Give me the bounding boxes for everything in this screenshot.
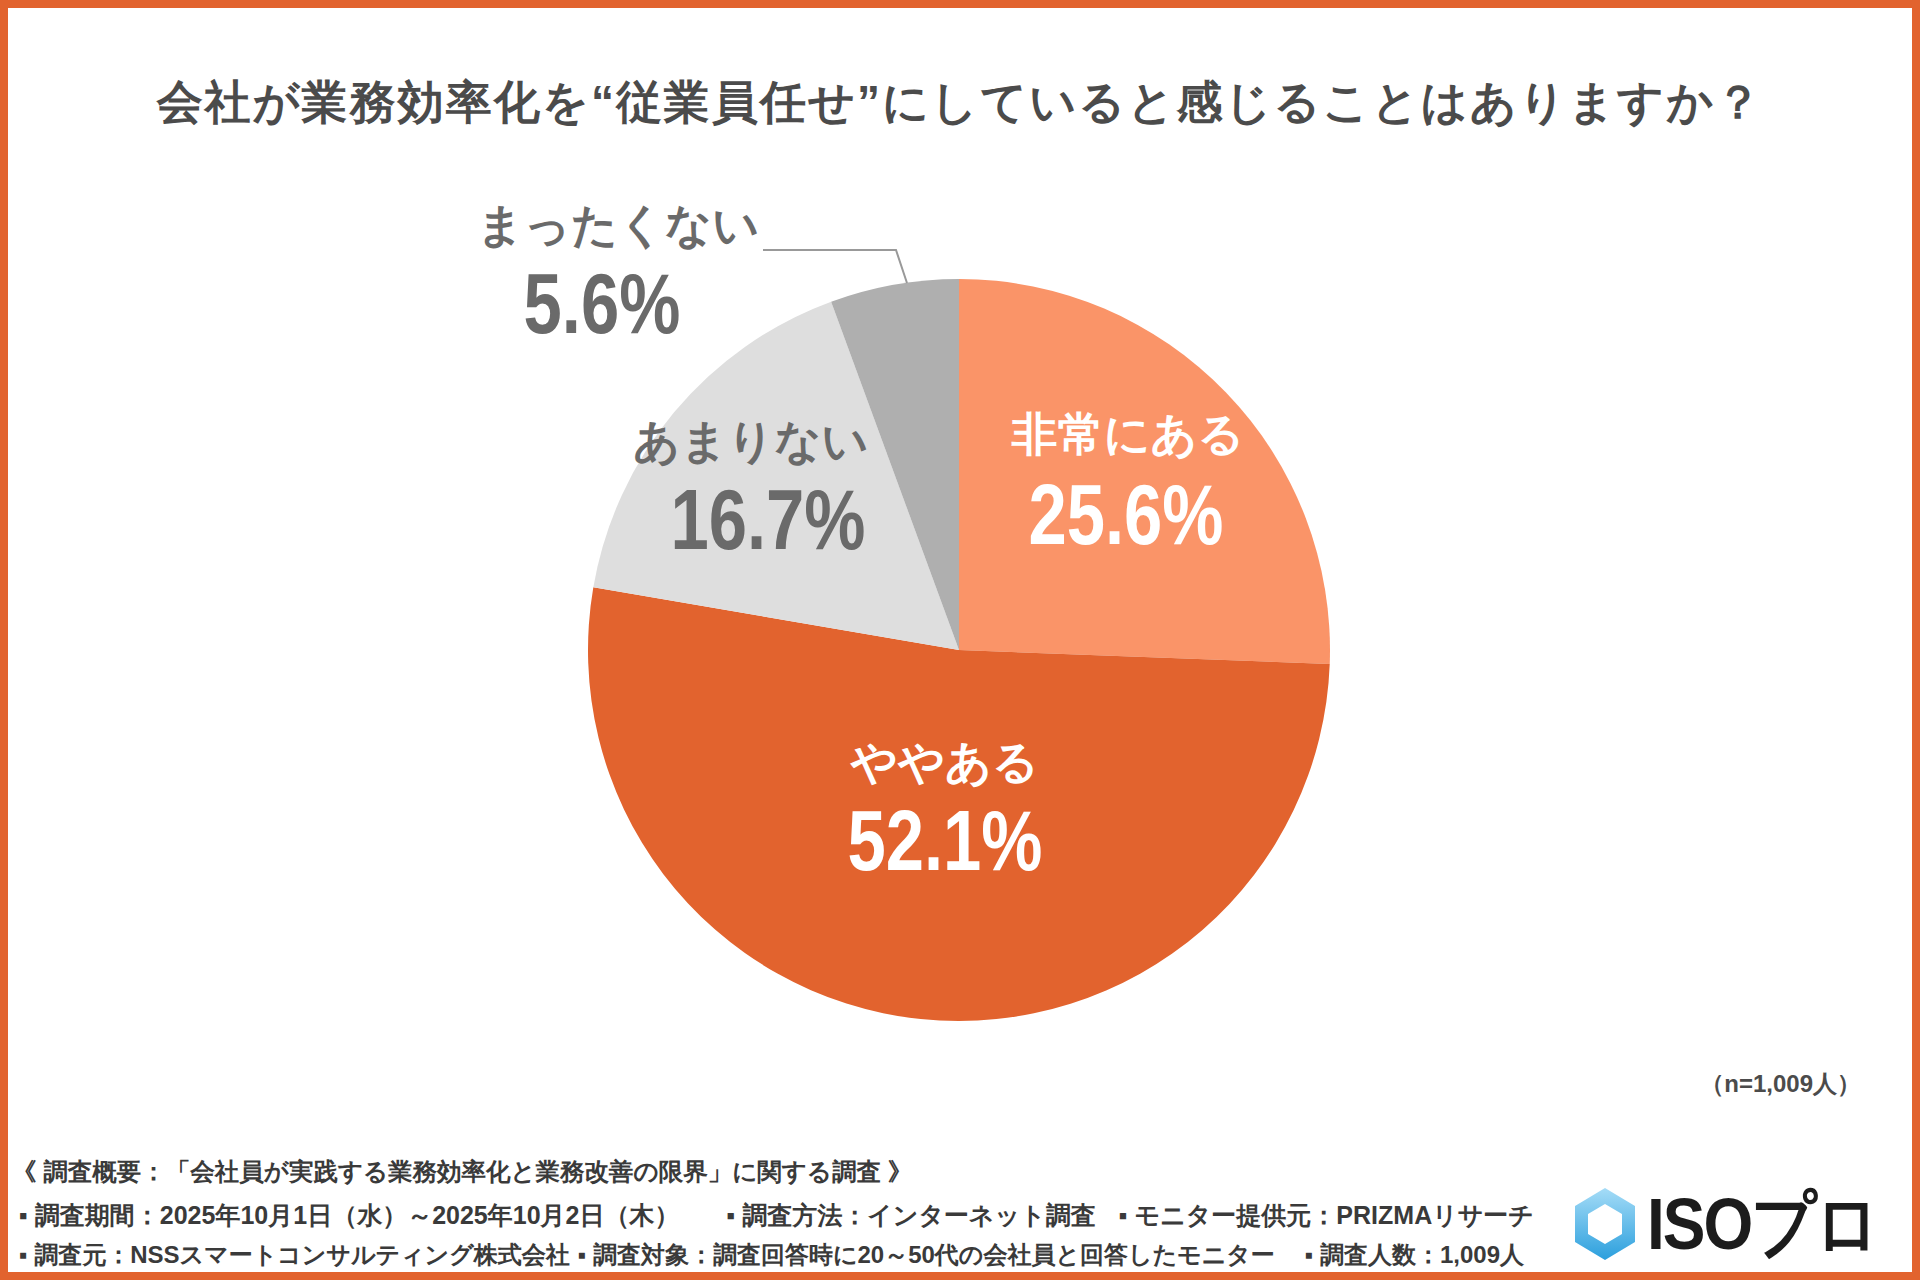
slice-pct-yaya: 52.1% [847,791,1042,890]
survey-target: ▪ 調査対象：調査回答時に20～50代の会社員と回答したモニター [578,1239,1275,1271]
survey-method: ▪ 調査方法：インターネット調査 [726,1199,1095,1232]
survey-period: ▪ 調査期間：2025年10月1日（水）～2025年10月2日（木） [19,1199,679,1232]
slice-pct-mattaku: 5.6% [524,254,681,353]
slice-label-hijou: 非常にある [1011,404,1244,466]
pie-chart [0,0,1920,1280]
survey-details-line2: ▪ 調査元：NSSスマートコンサルティング株式会社▪ 調査対象：調査回答時に20… [19,1239,1524,1271]
infographic-page: 会社が業務効率化を“従業員任せ”にしていると感じることはありますか？ 非常にある… [0,0,1920,1280]
slice-pct-hijou: 25.6% [1028,465,1223,564]
survey-source: ▪ 調査元：NSSスマートコンサルティング株式会社 [19,1239,570,1271]
slice-label-mattaku: まったくない [477,195,759,257]
slice-label-yaya: ややある [851,732,1039,794]
isopro-logo: ISOプロ [1575,1188,1878,1260]
survey-details-line1: ▪ 調査期間：2025年10月1日（水）～2025年10月2日（木） ▪ 調査方法… [19,1199,1534,1232]
logo-text: ISOプロ [1647,1184,1878,1265]
survey-count: ▪ 調査人数：1,009人 [1305,1239,1524,1271]
monitor-provider: ▪ モニター提供元：PRIZMAリサーチ [1119,1199,1534,1232]
slice-pct-amari: 16.7% [670,470,865,569]
survey-overview-line: 《 調査概要：「会社員が実践する業務効率化と業務改善の限界」に関する調査 》 [12,1155,912,1188]
leader-line [763,250,907,283]
sample-size-note: （n=1,009人） [1700,1072,1861,1096]
hexagon-icon [1575,1188,1635,1260]
slice-label-amari: あまりない [633,411,868,473]
